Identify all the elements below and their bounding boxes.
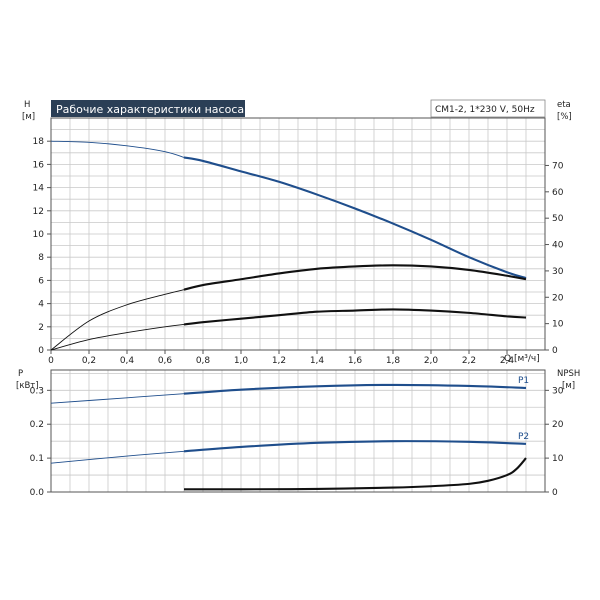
x-tick-label: 1,2 <box>272 356 286 366</box>
top-yunit-right: [%] <box>557 112 572 122</box>
top-series-2-thin-line <box>50 324 185 351</box>
top-yunit-left: [м] <box>22 112 35 122</box>
y-tick-label-left: 6 <box>38 276 44 286</box>
top-series-1-bold-line <box>183 264 527 291</box>
x-tick-label: 0,2 <box>82 356 96 366</box>
y-tick-label-right: 70 <box>552 161 564 171</box>
y-tick-label-left: 16 <box>33 160 45 170</box>
chart-title: Рабочие характеристики насоса <box>56 103 244 116</box>
x-tick-label: 0 <box>48 356 54 366</box>
bottom-ylabel-right: NPSH <box>557 369 580 379</box>
y-tick-label-left: 2 <box>38 323 44 333</box>
bottom-yunit-left: [кВт] <box>16 381 39 391</box>
y-tick-label-left: 10 <box>33 230 45 240</box>
y-tick-label-right: 50 <box>552 214 564 224</box>
x-tick-label: 2,0 <box>424 356 439 366</box>
y-tick-label-left: 0.2 <box>30 420 44 430</box>
y-tick-label-left: 0.1 <box>30 454 44 464</box>
x-tick-label: 0,8 <box>196 356 211 366</box>
x-tick-label: 2,4 <box>500 356 515 366</box>
x-tick-label: 1,0 <box>234 356 249 366</box>
y-tick-label-right: 20 <box>552 420 564 430</box>
model-box <box>430 99 546 118</box>
y-tick-label-left: 12 <box>33 207 44 217</box>
y-tick-label-left: 18 <box>33 137 45 147</box>
bottom-series-0-bold-line <box>183 383 527 395</box>
y-tick-label-right: 20 <box>552 293 564 303</box>
top-ylabel-right: eta <box>557 100 571 110</box>
title-box <box>51 100 245 117</box>
top-series-1-thin-line <box>50 289 185 351</box>
head-efficiency-chart: 0 2 4 6 8 10 12 14 16 18 0 10 20 30 40 50 60 70 0 0,2 0,4 0,6… <box>33 117 564 366</box>
y-tick-label-left: 0.3 <box>30 386 44 396</box>
top-series-0-thin-line <box>50 140 185 158</box>
bottom-series-1-thin-line <box>50 450 185 464</box>
top-series-2-bold-line <box>183 308 527 326</box>
model-label: CM1-2, 1*230 V, 50Hz <box>435 105 535 115</box>
y-tick-label-right: 30 <box>552 267 564 277</box>
y-tick-label-right: 30 <box>552 386 564 396</box>
bottom-series-0-thin-line <box>50 393 185 404</box>
top-series-0-bold-line <box>183 156 527 280</box>
series-label-p1: P1 <box>518 376 529 386</box>
series-label-p2: P2 <box>518 432 529 442</box>
y-tick-label-right: 0 <box>552 488 558 498</box>
y-tick-label-right: 10 <box>552 320 564 330</box>
bottom-series-2-bold-line <box>183 457 527 491</box>
y-tick-label-right: 60 <box>552 188 564 198</box>
power-npsh-chart: 0.0 0.1 0.2 0.3 0 10 20 30 P1 P2 <box>30 369 564 498</box>
x-tick-label: 1,6 <box>348 356 363 366</box>
y-tick-label-left: 0.0 <box>30 488 45 498</box>
y-tick-label-right: 40 <box>552 241 564 251</box>
bottom-ylabel-left: P <box>18 369 23 379</box>
x-tick-label: 0,4 <box>120 356 135 366</box>
plot-frame <box>50 369 546 493</box>
y-tick-label-left: 4 <box>38 300 44 310</box>
y-tick-label-left: 8 <box>38 253 44 263</box>
x-tick-label: 2,2 <box>462 356 476 366</box>
y-tick-label-left: 14 <box>33 184 45 194</box>
y-tick-label-left: 0 <box>38 346 44 356</box>
top-xlabel: Q [м³/ч] <box>504 354 540 364</box>
y-tick-label-right: 0 <box>552 346 558 356</box>
bottom-series-1-bold-line <box>183 440 527 453</box>
x-tick-label: 1,4 <box>310 356 325 366</box>
x-tick-label: 0,6 <box>158 356 173 366</box>
x-tick-label: 1,8 <box>386 356 401 366</box>
bottom-yunit-right: [м] <box>562 381 575 391</box>
y-tick-label-right: 10 <box>552 454 564 464</box>
top-ylabel-left: H <box>24 100 30 110</box>
